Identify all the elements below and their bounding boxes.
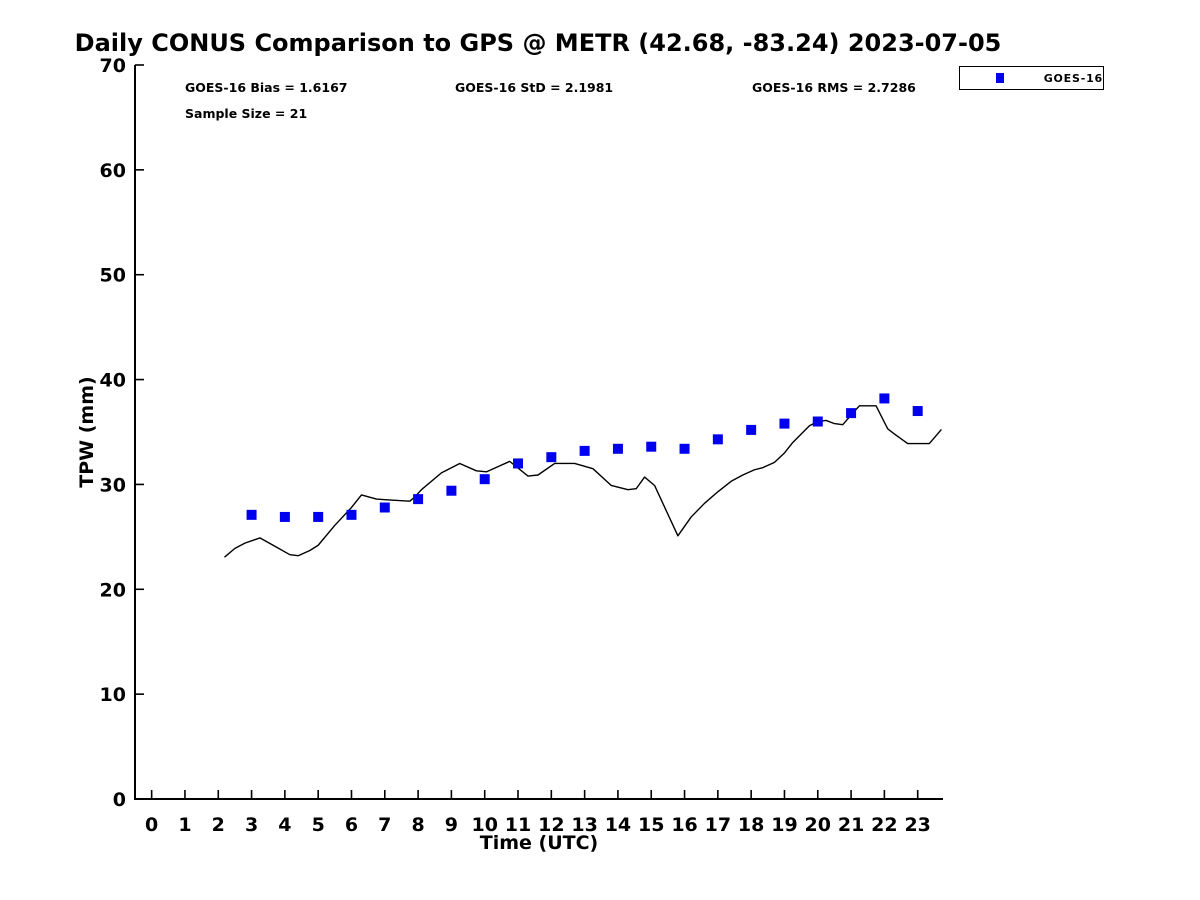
goes16-marker xyxy=(546,452,557,463)
legend-label: GOES-16 xyxy=(1043,71,1103,85)
x-tick-label: 10 xyxy=(471,814,497,836)
x-tick-label: 3 xyxy=(245,814,258,836)
x-tick-label: 11 xyxy=(505,814,531,836)
x-tick-label: 21 xyxy=(838,814,864,836)
stat-sample-size: Sample Size = 21 xyxy=(185,106,308,121)
goes16-marker xyxy=(346,509,357,520)
goes16-marker xyxy=(246,509,257,520)
y-tick-label: 50 xyxy=(100,265,126,287)
axes-spines xyxy=(134,65,943,800)
x-tick-label: 4 xyxy=(278,814,291,836)
x-tick-label: 15 xyxy=(638,814,664,836)
goes16-marker xyxy=(413,494,424,505)
stat-bias: GOES-16 Bias = 1.6167 xyxy=(185,80,348,95)
goes16-marker xyxy=(746,424,757,435)
legend: GOES-16 xyxy=(959,66,1104,90)
x-tick-label: 1 xyxy=(178,814,191,836)
x-tick-label: 17 xyxy=(705,814,731,836)
stat-rms: GOES-16 RMS = 2.7286 xyxy=(752,80,916,95)
goes16-marker xyxy=(846,408,857,419)
y-tick-label: 70 xyxy=(100,55,126,77)
x-tick-label: 20 xyxy=(805,814,831,836)
goes16-marker xyxy=(479,474,490,485)
goes16-marker xyxy=(313,511,324,522)
y-tick-label: 10 xyxy=(100,684,126,706)
goes16-marker xyxy=(379,502,390,513)
x-tick-label: 22 xyxy=(871,814,897,836)
goes16-marker xyxy=(779,418,790,429)
goes16-marker xyxy=(279,511,290,522)
x-tick-label: 6 xyxy=(345,814,358,836)
x-tick-label: 12 xyxy=(538,814,564,836)
x-tick-label: 9 xyxy=(445,814,458,836)
y-axis-label: TPW (mm) xyxy=(76,376,98,488)
goes16-marker xyxy=(812,416,823,427)
x-tick-label: 14 xyxy=(605,814,631,836)
goes16-marker xyxy=(879,393,890,404)
x-tick-label: 19 xyxy=(771,814,797,836)
y-tick-label: 60 xyxy=(100,160,126,182)
x-tick-label: 16 xyxy=(671,814,697,836)
chart-title: Daily CONUS Comparison to GPS @ METR (42… xyxy=(74,29,1002,57)
goes16-marker xyxy=(679,443,690,454)
x-tick-label: 2 xyxy=(212,814,225,836)
x-tick-label: 5 xyxy=(312,814,325,836)
y-tick-label: 30 xyxy=(100,474,126,496)
y-tick-label: 40 xyxy=(100,370,126,392)
goes16-marker xyxy=(579,445,590,456)
y-tick-label: 0 xyxy=(113,789,126,811)
y-tick-label: 20 xyxy=(100,579,126,601)
goes16-marker xyxy=(612,443,623,454)
goes16-marker xyxy=(446,485,457,496)
x-axis-label: Time (UTC) xyxy=(479,832,599,854)
gps-line xyxy=(224,405,942,558)
x-tick-label: 7 xyxy=(378,814,391,836)
goes16-marker xyxy=(646,441,657,452)
goes16-marker xyxy=(712,434,723,445)
x-tick-label: 18 xyxy=(738,814,764,836)
goes16-marker xyxy=(513,458,524,469)
x-tick-label: 0 xyxy=(145,814,158,836)
goes16-marker xyxy=(912,406,923,417)
x-tick-label: 13 xyxy=(571,814,597,836)
x-tick-label: 23 xyxy=(904,814,930,836)
stat-std: GOES-16 StD = 2.1981 xyxy=(455,80,614,95)
goes16-legend-marker-icon xyxy=(996,73,1004,83)
x-tick-label: 8 xyxy=(411,814,424,836)
